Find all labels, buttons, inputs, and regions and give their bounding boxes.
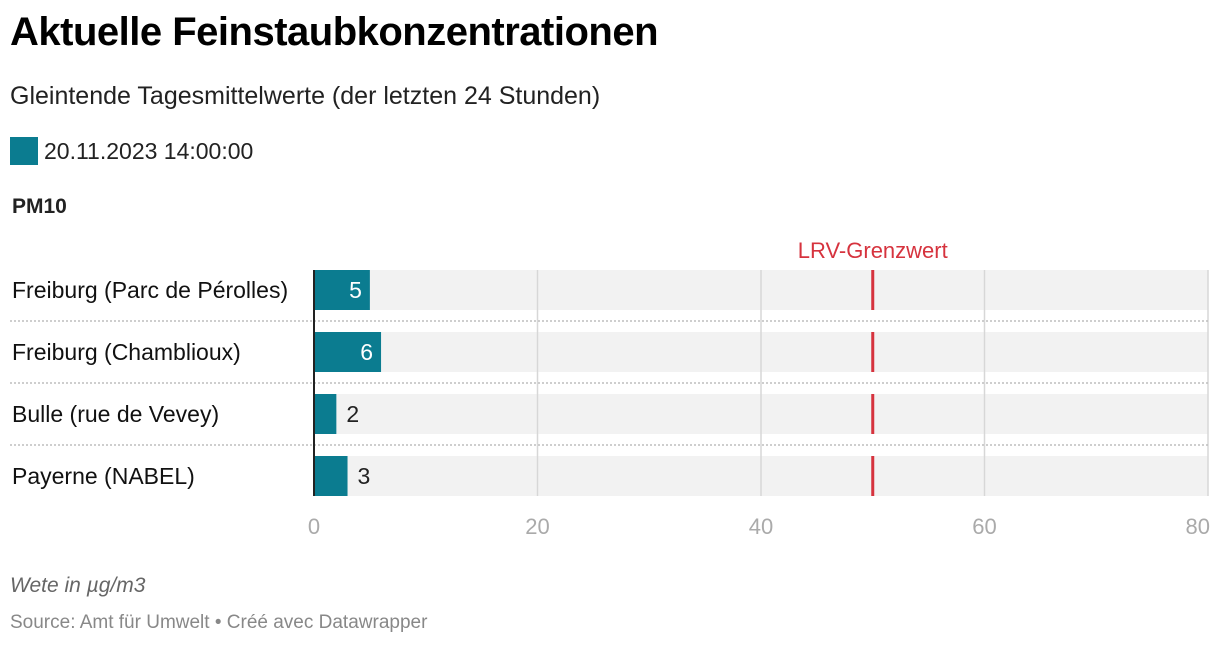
legend-swatch	[10, 137, 38, 165]
bar-chart: LRV-Grenzwert Freiburg (Parc de Pérolles)…	[10, 238, 1210, 539]
tick-label: 60	[972, 514, 996, 539]
source-line: Source: Amt für Umwelt • Créé avec Dataw…	[10, 612, 428, 633]
chart-title: Aktuelle Feinstaubkonzentrationen	[10, 10, 659, 54]
value-label: 6	[360, 339, 373, 365]
bar	[314, 332, 382, 372]
value-label: 3	[358, 463, 371, 489]
tick-label: 0	[308, 514, 320, 539]
bar	[314, 394, 337, 434]
bar	[314, 456, 348, 496]
reference-label: LRV-Grenzwert	[798, 238, 948, 263]
category-label: Freiburg (Parc de Pérolles)	[12, 277, 288, 303]
tick-label: 40	[749, 514, 773, 539]
category-label: Bulle (rue de Vevey)	[12, 401, 219, 427]
units-note: Wete in µg/m3	[10, 574, 146, 597]
tick-label: 20	[525, 514, 549, 539]
category-label: Payerne (NABEL)	[12, 463, 195, 489]
tick-label: 80	[1186, 514, 1210, 539]
value-label: 2	[346, 401, 359, 427]
chart-subtitle: Gleintende Tagesmittelwerte (der letzten…	[10, 82, 601, 110]
legend-label: 20.11.2023 14:00:00	[44, 137, 254, 164]
category-label: Freiburg (Chamblioux)	[12, 339, 241, 365]
legend: 20.11.2023 14:00:00	[10, 137, 253, 165]
panel-title: PM10	[12, 195, 67, 218]
value-label: 5	[349, 277, 362, 303]
bar	[314, 270, 370, 310]
